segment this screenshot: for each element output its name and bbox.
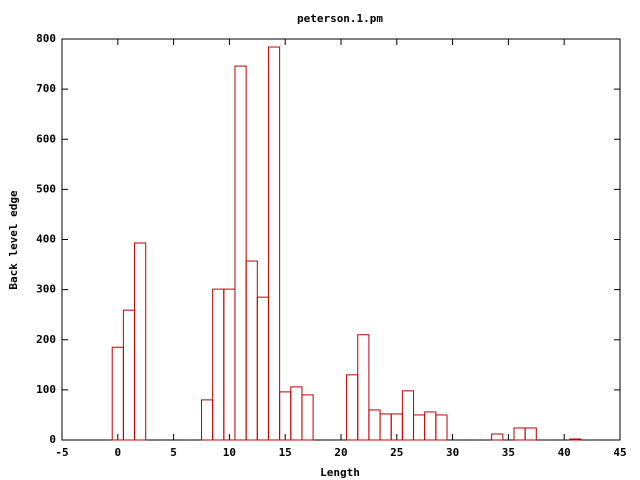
bar (279, 391, 292, 441)
bar (301, 394, 314, 441)
x-tick-label: 45 (613, 446, 626, 459)
y-tick-label: 100 (36, 383, 56, 396)
x-tick-label: 30 (446, 446, 459, 459)
bar (357, 334, 370, 441)
bar (234, 65, 247, 441)
bar (111, 346, 124, 441)
y-tick-label: 700 (36, 82, 56, 95)
bar (267, 46, 281, 441)
bar (346, 374, 359, 441)
x-tick-label: 40 (558, 446, 571, 459)
x-tick-label: 5 (170, 446, 177, 459)
bar (290, 386, 303, 441)
x-axis-label: Length (320, 466, 360, 479)
bar (368, 409, 381, 441)
bar (424, 411, 437, 441)
bar (212, 288, 225, 441)
bar (513, 427, 526, 441)
bar (401, 390, 415, 441)
chart-title: peterson.1.pm (297, 12, 383, 25)
bar (256, 296, 269, 441)
bar (491, 433, 504, 441)
x-tick-label: 10 (223, 446, 236, 459)
y-tick-label: 0 (49, 433, 56, 446)
y-axis-label: Back level edge (7, 190, 20, 290)
bar (122, 309, 136, 441)
y-tick-label: 800 (36, 32, 56, 45)
x-tick-label: 20 (334, 446, 347, 459)
bar (569, 438, 582, 441)
y-tick-label: 600 (36, 132, 56, 145)
bar (134, 242, 147, 441)
x-tick-label: 15 (279, 446, 292, 459)
bar (435, 414, 448, 441)
y-tick-label: 500 (36, 182, 56, 195)
x-tick-label: -5 (55, 446, 68, 459)
bar (379, 413, 392, 441)
y-tick-label: 300 (36, 283, 56, 296)
y-tick-label: 400 (36, 233, 56, 246)
x-tick-label: 35 (502, 446, 515, 459)
x-tick-label: 25 (390, 446, 403, 459)
y-tick-label: 200 (36, 333, 56, 346)
bar (223, 288, 236, 441)
bar (524, 427, 537, 441)
bar (413, 414, 426, 441)
x-tick-label: 0 (114, 446, 121, 459)
bar (245, 260, 258, 441)
bar (201, 399, 214, 441)
